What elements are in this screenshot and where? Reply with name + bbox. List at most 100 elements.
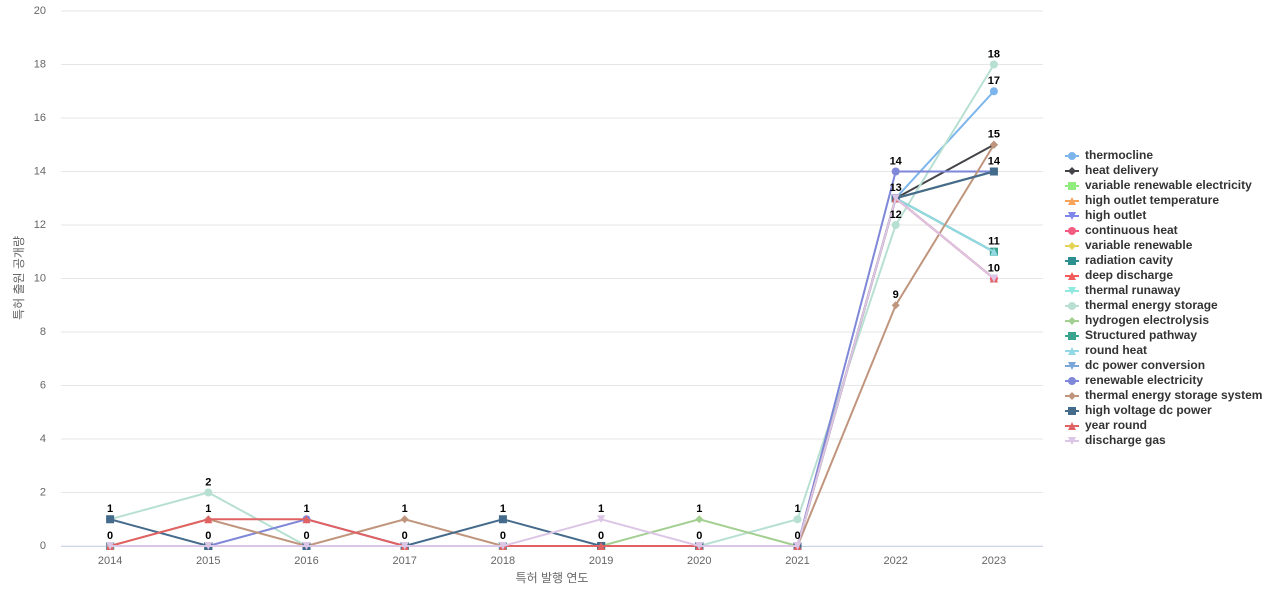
data-label: 0 <box>205 530 211 542</box>
legend-item[interactable]: thermal energy storage system <box>1065 388 1262 402</box>
legend-item[interactable]: continuous heat <box>1065 223 1178 237</box>
legend-label: continuous heat <box>1085 223 1178 237</box>
marker <box>204 515 213 524</box>
legend-label: high outlet <box>1085 208 1146 222</box>
marker <box>400 515 409 524</box>
legend-item[interactable]: heat delivery <box>1065 163 1159 177</box>
series <box>106 194 998 550</box>
y-tick-label: 2 <box>40 486 46 498</box>
series <box>106 194 998 550</box>
series-line <box>110 196 995 547</box>
marker <box>1068 377 1076 385</box>
x-tick-label: 2018 <box>491 555 515 567</box>
y-axis-title: 특허 출원 공개량 <box>12 236 26 320</box>
legend-item[interactable]: dc power conversion <box>1065 358 1205 372</box>
legend-item[interactable]: renewable electricity <box>1065 373 1203 387</box>
legend-item[interactable]: high outlet temperature <box>1065 193 1219 207</box>
data-label: 2 <box>205 476 211 488</box>
marker <box>1068 197 1076 205</box>
data-label: 14 <box>988 155 1001 167</box>
legend-item[interactable]: thermocline <box>1065 148 1153 162</box>
legend-item[interactable]: round heat <box>1065 343 1147 357</box>
series-line <box>110 196 995 547</box>
data-label: 1 <box>107 503 113 515</box>
data-label: 1 <box>402 503 408 515</box>
marker <box>1068 227 1076 235</box>
legend-item[interactable]: year round <box>1065 418 1147 432</box>
marker <box>1068 347 1076 355</box>
x-tick-label: 2022 <box>883 555 907 567</box>
legend-label: Structured pathway <box>1085 328 1197 342</box>
series-line <box>109 144 995 548</box>
marker <box>989 87 998 96</box>
data-label: 0 <box>303 530 309 542</box>
series <box>106 140 998 550</box>
marker <box>891 301 900 310</box>
data-label: 11 <box>988 236 1000 248</box>
marker <box>302 515 311 524</box>
marker <box>1068 242 1076 250</box>
marker <box>1068 182 1076 190</box>
series <box>106 194 998 550</box>
series <box>106 140 998 550</box>
legend-item[interactable]: Structured pathway <box>1065 328 1197 342</box>
marker <box>204 488 213 497</box>
series <box>106 194 998 550</box>
series <box>106 194 998 550</box>
series <box>106 194 998 550</box>
marker <box>1068 167 1076 175</box>
legend-item[interactable]: deep discharge <box>1065 268 1173 282</box>
legend-label: high voltage dc power <box>1085 403 1212 417</box>
marker <box>400 542 409 550</box>
legend-item[interactable]: radiation cavity <box>1065 253 1173 267</box>
series-line <box>110 196 995 547</box>
legend-item[interactable]: thermal energy storage <box>1065 298 1218 312</box>
legend-item[interactable]: variable renewable <box>1065 238 1193 252</box>
legend-item[interactable]: high outlet <box>1065 208 1146 222</box>
y-tick-label: 0 <box>40 540 46 552</box>
data-label: 1 <box>205 503 211 515</box>
legend-item[interactable]: high voltage dc power <box>1065 403 1212 417</box>
legend-label: radiation cavity <box>1085 253 1173 267</box>
series-line <box>110 196 995 547</box>
data-label: 0 <box>696 530 702 542</box>
series-line <box>110 143 995 547</box>
marker <box>989 274 998 283</box>
data-label: 15 <box>988 129 1000 141</box>
series-line <box>109 196 995 547</box>
marker <box>1068 422 1076 430</box>
legend-label: variable renewable electricity <box>1085 178 1252 192</box>
y-tick-label: 14 <box>34 165 46 177</box>
series <box>106 194 998 550</box>
legend-label: year round <box>1085 418 1147 432</box>
marker <box>1068 362 1076 370</box>
marker <box>695 542 704 550</box>
marker <box>1068 407 1076 415</box>
marker <box>891 194 900 203</box>
legend-label: thermal energy storage <box>1085 298 1218 312</box>
y-tick-label: 12 <box>34 219 46 231</box>
data-label: 14 <box>890 155 903 167</box>
x-tick-label: 2014 <box>98 555 122 567</box>
legend-item[interactable]: variable renewable electricity <box>1065 178 1252 192</box>
legend-label: round heat <box>1085 343 1147 357</box>
legend-item[interactable]: discharge gas <box>1065 433 1166 447</box>
legend-item[interactable]: thermal runaway <box>1065 283 1181 297</box>
data-label: 1 <box>696 503 702 515</box>
data-label: 0 <box>794 530 800 542</box>
x-tick-label: 2017 <box>392 555 416 567</box>
series <box>106 194 998 550</box>
marker <box>1068 317 1076 325</box>
marker <box>1068 332 1076 340</box>
legend-label: high outlet temperature <box>1085 193 1219 207</box>
marker <box>989 167 998 176</box>
marker <box>989 247 998 256</box>
marker <box>597 542 606 550</box>
series-line <box>110 170 995 547</box>
marker <box>204 542 213 550</box>
legend-label: thermocline <box>1085 148 1153 162</box>
legend-label: thermal runaway <box>1085 283 1181 297</box>
series-line <box>110 170 995 547</box>
legend-item[interactable]: hydrogen electrolysis <box>1065 313 1209 327</box>
legend-label: dc power conversion <box>1085 358 1205 372</box>
